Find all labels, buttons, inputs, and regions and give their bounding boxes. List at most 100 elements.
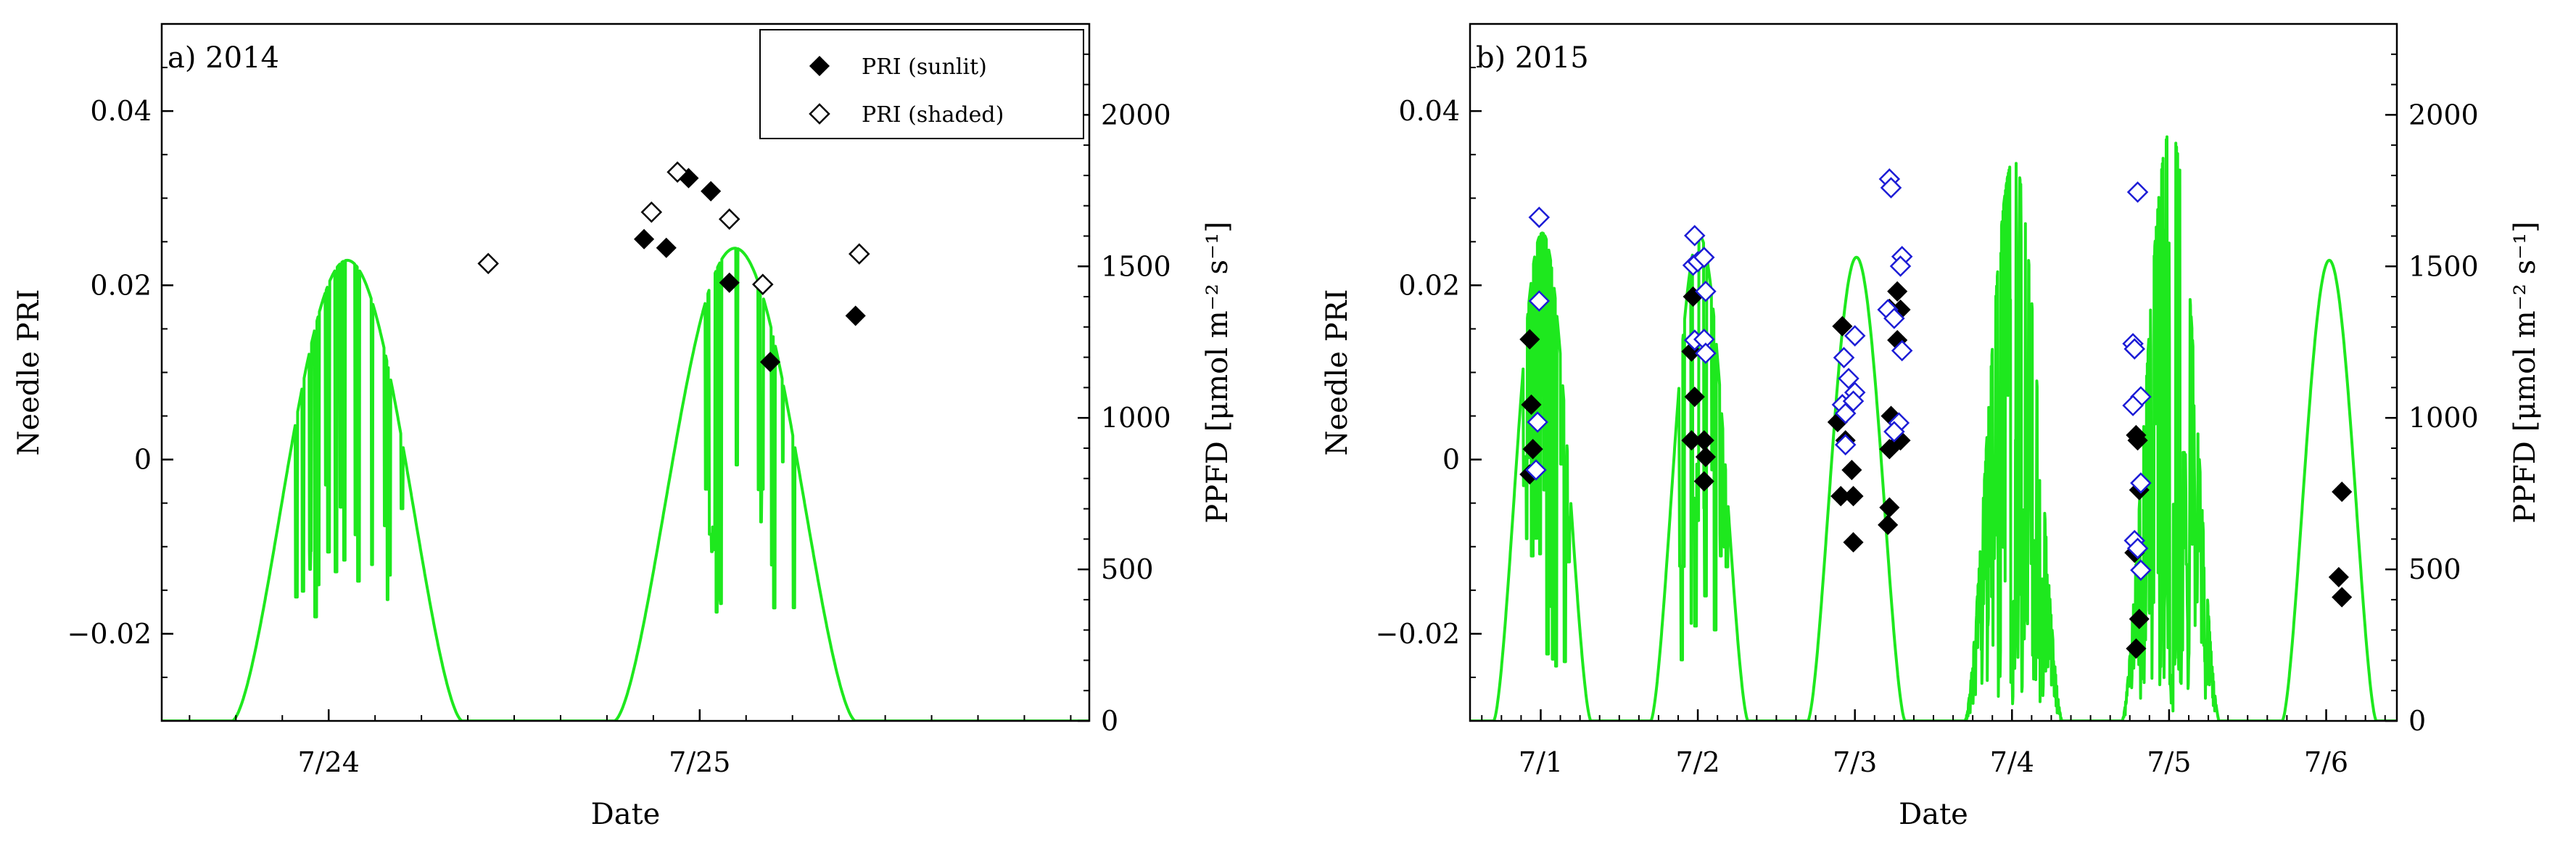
shaded-point	[2123, 338, 2146, 360]
sunlit-point	[1879, 439, 1900, 460]
plot-area	[1470, 135, 2397, 721]
sunlit-point	[1878, 514, 1899, 535]
y2-axis-label: PPFD [μmol m⁻² s⁻¹]	[2509, 221, 2542, 524]
sunlit-point	[1843, 486, 1864, 507]
sunlit-point	[656, 237, 677, 258]
sunlit-point	[2127, 430, 2148, 451]
legend-sunlit-marker	[809, 55, 830, 77]
y2-tick-label: 500	[2408, 553, 2461, 585]
y-tick-label: 0.04	[90, 95, 152, 127]
x-tick-label: 7/2	[1676, 746, 1720, 778]
panel-b-2015: −0.02 0 0.02 0.04 0 500 1000 1500 2000 7/1 7/2 7/3 7…	[1321, 22, 2542, 831]
legend-label: PRI (shaded)	[862, 102, 1004, 128]
x-tick-label: 7/4	[1990, 746, 2034, 778]
sunlit-point	[1832, 315, 1853, 337]
sunlit-point	[759, 352, 781, 373]
legend-label: PRI (sunlit)	[862, 54, 987, 80]
y2-tick-label: 1500	[2408, 250, 2479, 282]
sunlit-point	[2332, 587, 2353, 608]
sunlit-point	[2126, 638, 2147, 659]
shaded-point	[2126, 181, 2149, 203]
ppfd-line	[1470, 135, 2397, 721]
panel-label: b) 2015	[1476, 41, 1589, 75]
shaded-point	[2130, 472, 2152, 494]
y-tick-label: 0.02	[1398, 269, 1460, 301]
shaded-point	[1891, 339, 1913, 362]
series-pri-shaded-	[477, 161, 870, 295]
sunlit-point	[634, 228, 655, 249]
y2-tick-label: 1000	[2408, 402, 2479, 434]
shaded-point	[752, 273, 774, 295]
y2-tick-label: 2000	[1101, 99, 1171, 131]
shaded-point	[1844, 325, 1866, 347]
shaded-point	[1880, 177, 1902, 199]
shaded-point	[1889, 255, 1912, 277]
plot-frame	[1469, 22, 2398, 722]
shaded-point	[1525, 459, 1547, 481]
y2-tick-label: 0	[2408, 705, 2426, 737]
x-tick-label: 7/25	[669, 746, 730, 778]
x-tick-label: 7/3	[1833, 746, 1877, 778]
sunlit-point	[2332, 482, 2353, 503]
sunlit-point	[1695, 446, 1716, 468]
series-pri-sunlit-	[634, 168, 866, 373]
shaded-point	[1883, 308, 1905, 329]
x-tick-label: 7/24	[298, 746, 360, 778]
sunlit-point	[1841, 459, 1862, 481]
shaded-point	[2122, 395, 2144, 416]
series-pri-shaded-2015-	[1525, 168, 2152, 581]
sunlit-point	[1522, 439, 1543, 460]
sunlit-point	[2328, 566, 2349, 587]
ppfd-line	[162, 247, 1089, 721]
y2-tick-label: 1500	[1101, 250, 1171, 282]
shaded-point	[1833, 347, 1855, 368]
legend-box	[759, 29, 1084, 139]
y2-axis-label: PPFD [μmol m⁻² s⁻¹]	[1201, 221, 1234, 524]
shaded-point	[1695, 342, 1717, 364]
y-tick-label: −0.02	[67, 618, 152, 650]
y2-tick-label: 500	[1101, 553, 1154, 585]
shaded-point	[1528, 206, 1551, 228]
legend-shaded-marker	[809, 103, 830, 125]
sunlit-point	[719, 272, 740, 293]
shaded-point	[718, 208, 740, 230]
x-axis-label: Date	[1899, 798, 1968, 831]
shaded-point	[666, 161, 688, 183]
shaded-point	[640, 201, 663, 223]
shaded-point	[1834, 403, 1857, 424]
y-tick-label: 0	[134, 444, 152, 476]
panel-label: a) 2014	[168, 41, 279, 75]
shaded-point	[2126, 537, 2149, 559]
shaded-point	[2130, 559, 2152, 581]
y-axis-label: Needle PRI	[12, 289, 46, 456]
shaded-point	[477, 252, 499, 275]
sunlit-point	[701, 181, 722, 202]
y-tick-label: −0.02	[1376, 618, 1460, 650]
x-axis-label: Date	[591, 798, 661, 831]
sunlit-point	[2129, 608, 2150, 630]
shaded-point	[1527, 411, 1548, 433]
y2-tick-label: 0	[1101, 705, 1118, 737]
y-tick-label: 0	[1442, 444, 1460, 476]
plot-area	[162, 247, 1089, 721]
x-tick-label: 7/1	[1519, 746, 1563, 778]
y2-tick-label: 2000	[2408, 99, 2479, 131]
shaded-point	[1695, 281, 1717, 302]
y-tick-label: 0.04	[1398, 95, 1460, 127]
sunlit-point	[1521, 394, 1542, 416]
shaded-point	[1834, 434, 1857, 455]
shaded-point	[1883, 421, 1905, 442]
series-pri-sunlit-	[1519, 281, 2353, 659]
sunlit-point	[1843, 532, 1864, 553]
sunlit-point	[1519, 329, 1540, 350]
shaded-point	[1683, 225, 1706, 247]
legend: PRI (sunlit) PRI (shaded)	[759, 29, 1084, 139]
sunlit-point	[1887, 281, 1908, 302]
shaded-point	[1528, 290, 1551, 312]
y-axis-label: Needle PRI	[1321, 289, 1354, 456]
x-tick-label: 7/6	[2304, 746, 2348, 778]
x-tick-label: 7/5	[2147, 746, 2191, 778]
sunlit-point	[845, 305, 866, 326]
